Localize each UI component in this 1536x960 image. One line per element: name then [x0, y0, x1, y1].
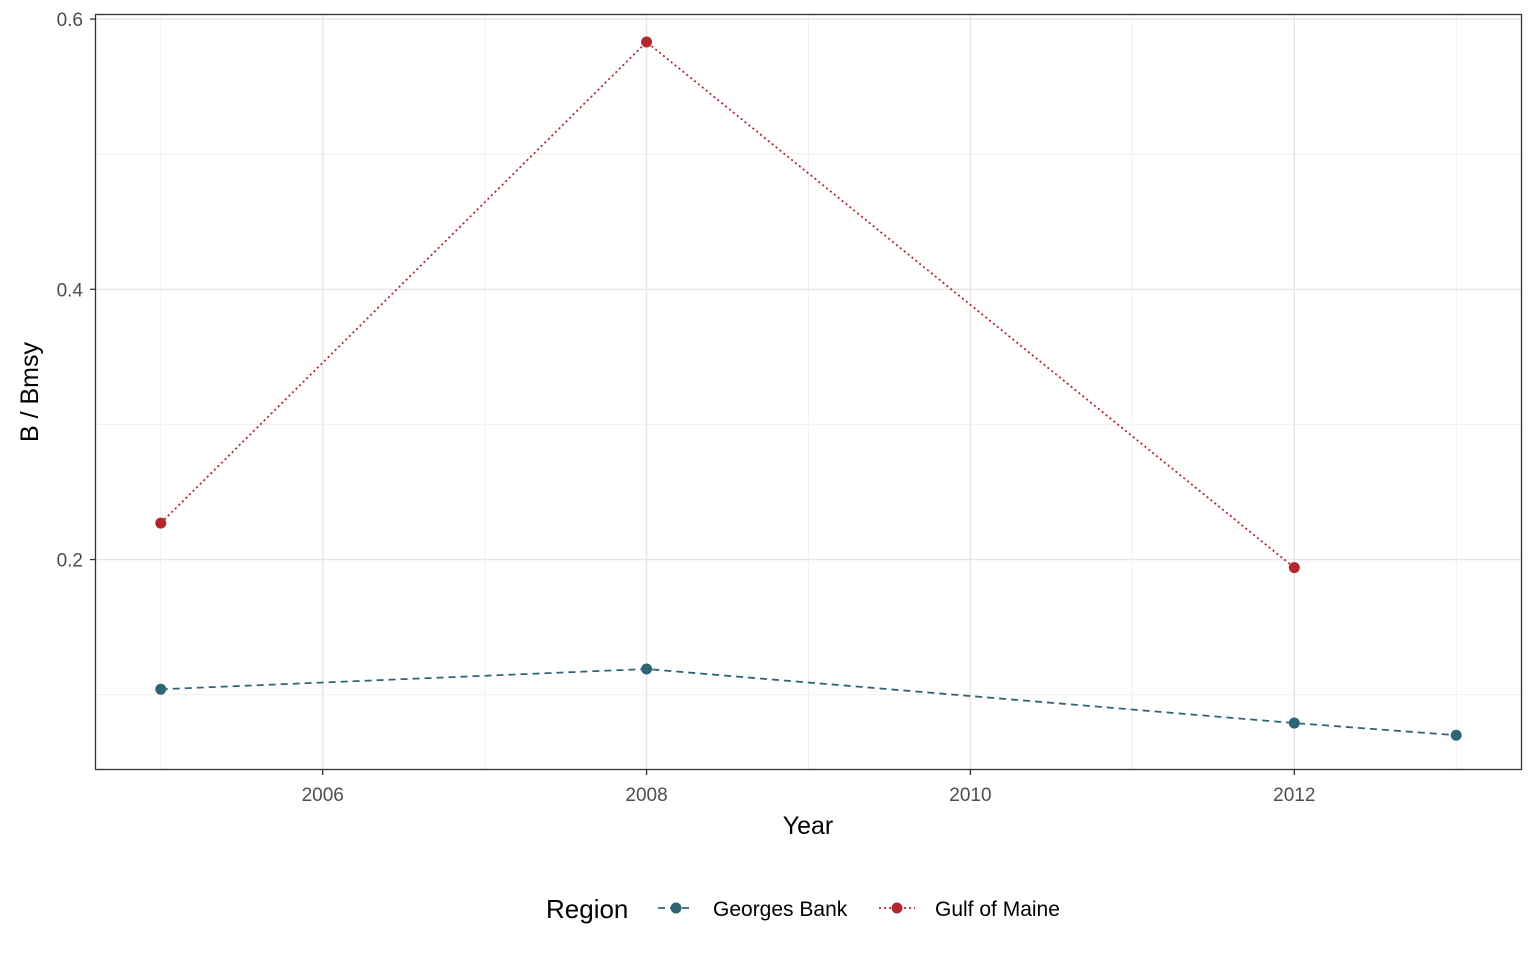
legend-item-gulf-of-maine: Gulf of Maine	[879, 898, 1060, 921]
x-tick-label: 2008	[625, 785, 667, 806]
data-point-gulf-of-maine	[155, 517, 167, 529]
series-gulf-of-maine	[155, 36, 1300, 574]
series-georges-bank	[155, 663, 1462, 741]
data-point-gulf-of-maine	[641, 36, 653, 48]
x-tick-label: 2010	[949, 785, 991, 806]
legend-key-point	[670, 902, 682, 914]
legend-label: Georges Bank	[713, 898, 848, 921]
legend-key-point	[891, 902, 903, 914]
series-line-gulf-of-maine	[160, 40, 1295, 569]
data-point-gulf-of-maine	[1288, 562, 1300, 574]
legend: Region Georges Bank Gulf of Maine	[546, 894, 1060, 924]
legend-label: Gulf of Maine	[935, 898, 1060, 921]
legend-title: Region	[546, 894, 628, 924]
series-line-georges-bank	[160, 668, 1457, 737]
x-axis: 2006 2008 2010 2012	[302, 769, 1315, 806]
y-tick-label: 0.2	[57, 551, 83, 572]
y-tick-label: 0.4	[57, 280, 84, 301]
y-axis-title: B / Bmsy	[16, 341, 44, 442]
x-tick-label: 2012	[1273, 785, 1315, 806]
x-tick-label: 2006	[302, 785, 344, 806]
minor-gridlines	[96, 15, 1521, 769]
data-point-georges-bank	[155, 683, 167, 695]
x-axis-title: Year	[783, 812, 834, 840]
major-gridlines	[96, 15, 1521, 769]
data-point-georges-bank	[641, 663, 653, 675]
data-point-georges-bank	[1450, 729, 1462, 741]
y-axis: 0.2 0.4 0.6	[57, 10, 96, 572]
legend-item-georges-bank: Georges Bank	[658, 898, 848, 921]
y-tick-label: 0.6	[57, 10, 83, 31]
series-layer	[155, 36, 1462, 741]
plot-panel-border	[94, 13, 1523, 771]
legend-entries: Georges Bank Gulf of Maine	[658, 898, 1060, 921]
data-point-georges-bank	[1288, 717, 1300, 729]
